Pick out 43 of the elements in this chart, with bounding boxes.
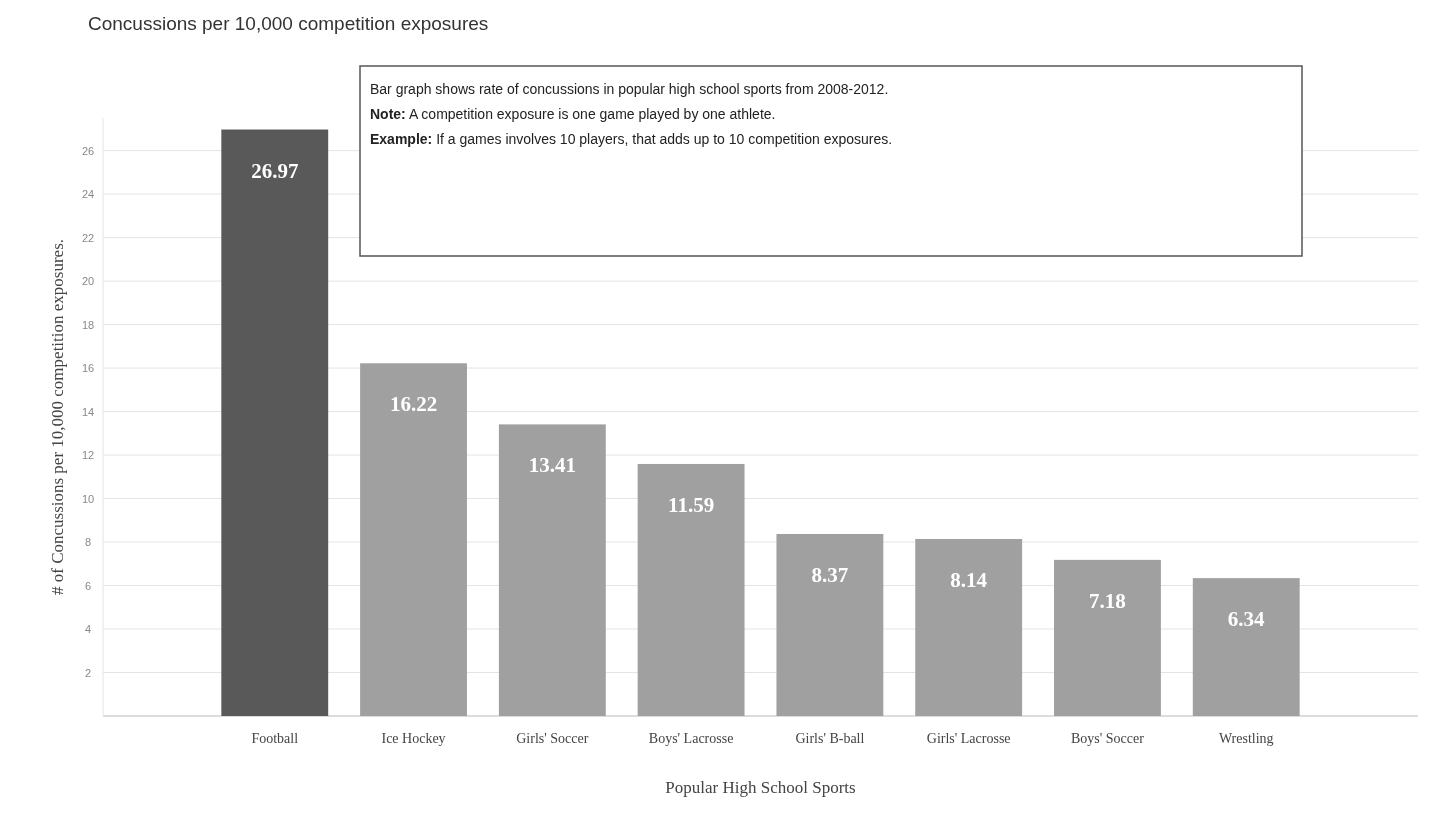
y-tick-label: 8 — [84, 536, 92, 549]
text: Bar graph shows rate of concussions in popular high school sports from 2008-2012. — [370, 81, 889, 97]
x-tick-label: Football — [251, 731, 299, 746]
x-tick-label: Girls' B-ball — [795, 731, 865, 746]
data-label: 26.97 — [251, 158, 299, 183]
x-axis-title: Popular High School Sports — [665, 778, 856, 797]
x-tick-label: Ice Hockey — [381, 731, 446, 746]
y-tick-label: 26 — [81, 144, 95, 157]
bar — [1054, 559, 1161, 716]
y-tick-label: 22 — [81, 231, 95, 244]
bar — [360, 363, 467, 716]
y-tick-label: 16 — [81, 362, 95, 375]
x-tick-label: Boys' Lacrosse — [648, 731, 734, 746]
annotation: Example: If a games involves 10 players, that adds up to 10 competition exposures. — [370, 131, 893, 147]
data-label: 13.41 — [528, 453, 576, 478]
y-tick-label: 24 — [81, 188, 95, 201]
bar — [637, 463, 745, 716]
y-tick-label: 14 — [81, 405, 95, 418]
x-tick-label: Boys' Soccer — [1071, 731, 1145, 746]
annotation: Note: A competition exposure is one game played by one athlete. — [370, 106, 776, 122]
data-label: 6.34 — [1227, 607, 1266, 632]
bar — [915, 538, 1023, 716]
data-label: 8.37 — [811, 562, 849, 587]
data-label: 16.22 — [389, 392, 438, 417]
data-label: 11.59 — [668, 492, 715, 517]
y-axis-title: # of Concussions per 10,000 competition exposures. — [48, 238, 67, 596]
chart-title: Concussions per 10,000 competition exposures — [88, 13, 489, 34]
x-tick-label: Girls' Soccer — [516, 731, 589, 746]
x-tick-label: Wrestling — [1218, 731, 1274, 746]
data-label: 7.18 — [1089, 588, 1126, 613]
x-tick-label: Girls' Lacrosse — [926, 731, 1011, 746]
bar — [498, 424, 606, 716]
bar — [221, 129, 329, 716]
bar — [776, 533, 884, 716]
y-tick-label: 6 — [84, 579, 92, 592]
y-tick-label: 20 — [81, 275, 95, 288]
data-label: 8.14 — [950, 567, 988, 592]
y-tick-label: 18 — [81, 318, 95, 331]
y-tick-label: 4 — [84, 623, 92, 636]
bar — [1192, 578, 1300, 716]
y-tick-label: 10 — [81, 492, 95, 505]
y-tick-label: 12 — [81, 449, 95, 462]
y-tick-label: 2 — [84, 666, 92, 679]
